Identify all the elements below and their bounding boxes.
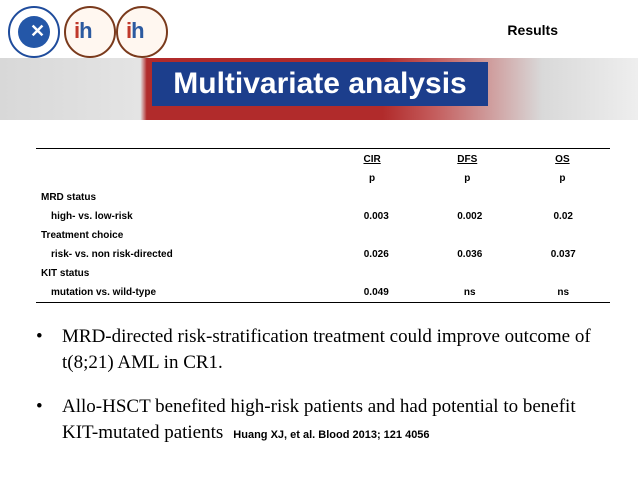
seal-mark: ✕ bbox=[30, 21, 46, 41]
cell-dfs: 0.002 bbox=[457, 211, 483, 222]
bullet-item: • MRD-directed risk-stratification treat… bbox=[36, 324, 616, 376]
bullet-item: • Allo-HSCT benefited high-risk patients… bbox=[36, 394, 616, 448]
subheader-p: p bbox=[464, 173, 471, 184]
citation: Huang XJ, et al. Blood 2013; 121 4056 bbox=[233, 429, 430, 441]
subheader-p: p bbox=[559, 173, 566, 184]
multivariate-table: CIR DFS OS p p p MRD status high- vs. lo… bbox=[36, 148, 610, 303]
table-header-row: CIR DFS OS bbox=[36, 149, 610, 169]
bullet-symbol: • bbox=[36, 326, 43, 347]
table-row: KIT status bbox=[36, 264, 610, 283]
row-label: MRD status bbox=[41, 192, 97, 203]
bullet-text: MRD-directed risk-stratification treatme… bbox=[62, 326, 591, 373]
column-header-os: OS bbox=[555, 153, 570, 165]
cell-os: ns bbox=[557, 287, 570, 298]
university-seal-logo: ✕ bbox=[8, 6, 60, 58]
subheader-p: p bbox=[369, 173, 376, 184]
cell-os: 0.02 bbox=[553, 211, 573, 222]
bullet-text-with-citation: Allo-HSCT benefited high-risk patients a… bbox=[62, 394, 602, 448]
row-label: risk- vs. non risk-directed bbox=[51, 249, 173, 260]
table-row: high- vs. low-risk 0.003 0.002 0.02 bbox=[36, 207, 610, 226]
bullet-list: • MRD-directed risk-stratification treat… bbox=[36, 324, 616, 448]
cell-cir: 0.026 bbox=[363, 249, 389, 260]
cell-cir: 0.049 bbox=[363, 287, 389, 298]
bullet-text: Allo-HSCT benefited high-risk patients a… bbox=[62, 396, 576, 443]
title-banner: Multivariate analysis bbox=[0, 58, 638, 120]
column-header-dfs: DFS bbox=[457, 153, 478, 165]
table-subheader-row: p p p bbox=[36, 169, 610, 188]
hematology-logo-2: ih bbox=[116, 6, 168, 58]
row-label: KIT status bbox=[41, 268, 90, 279]
bullet-symbol: • bbox=[36, 396, 43, 417]
row-label: high- vs. low-risk bbox=[51, 211, 133, 222]
section-label: Results bbox=[507, 22, 558, 38]
cell-dfs: ns bbox=[463, 287, 476, 298]
hematology-logo-1: ih bbox=[64, 6, 116, 58]
table-row: mutation vs. wild-type 0.049 ns ns bbox=[36, 283, 610, 302]
logo-ih-mark: ih bbox=[126, 18, 145, 43]
table-row: MRD status bbox=[36, 188, 610, 207]
row-label: Treatment choice bbox=[41, 230, 124, 241]
seal-center: ✕ bbox=[18, 16, 50, 48]
cell-os: 0.037 bbox=[550, 249, 576, 260]
cell-dfs: 0.036 bbox=[457, 249, 483, 260]
logo-ih-mark: ih bbox=[74, 18, 93, 43]
cell-cir: 0.003 bbox=[363, 211, 389, 222]
table-row: risk- vs. non risk-directed 0.026 0.036 … bbox=[36, 245, 610, 264]
slide-title: Multivariate analysis bbox=[152, 62, 488, 106]
column-header-cir: CIR bbox=[363, 153, 381, 165]
row-label: mutation vs. wild-type bbox=[51, 287, 157, 298]
table-row: Treatment choice bbox=[36, 226, 610, 245]
